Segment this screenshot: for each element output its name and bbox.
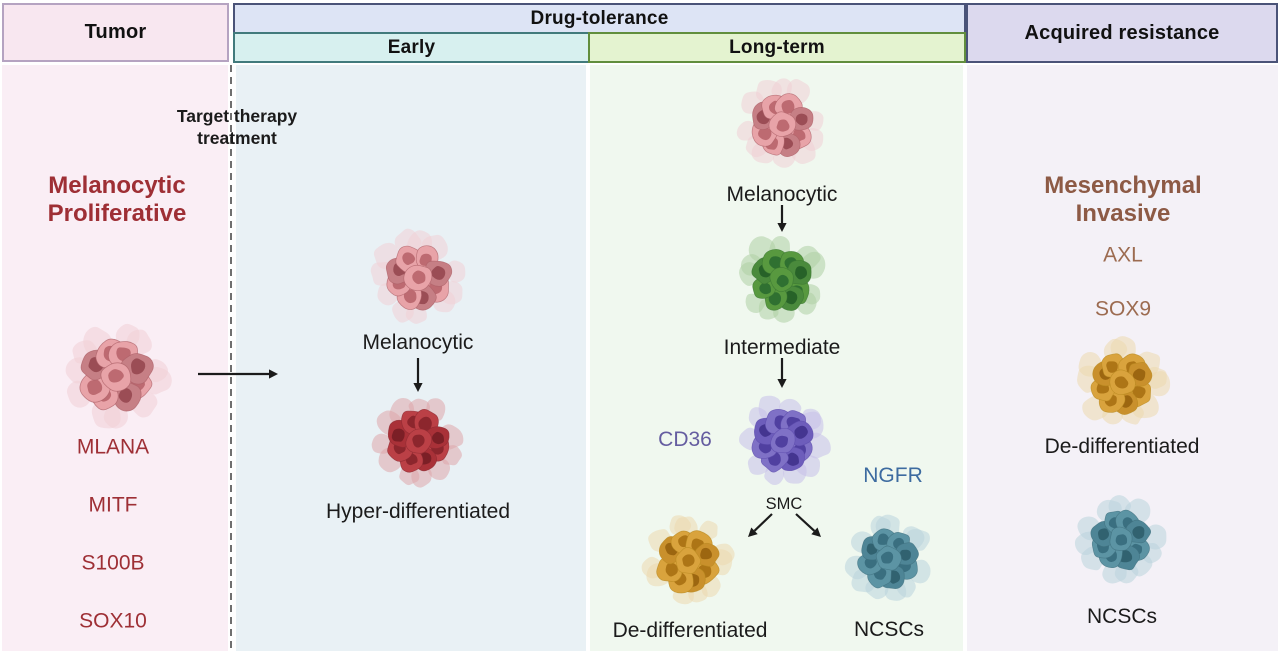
tumor-marker-list: MLANA MITF S100B SOX10 [77,404,149,656]
ngfr-marker-label: NGFR [863,464,923,487]
treatment-divider-line [230,65,232,651]
header-long-term-label: Long-term [729,36,825,58]
marker-mitf: MITF [88,493,138,517]
hyper-differentiated-label: Hyper-differentiated [325,500,511,523]
melanocytic-proliferative-title: Melanocytic Proliferative [47,172,187,227]
smc-label: SMC [765,495,803,513]
header-tumor: Tumor [2,3,229,62]
marker-axl: AXL [1103,243,1143,267]
cell-cluster-ncscs-long-term [840,510,937,607]
arrow-smc-to-de-differentiated [748,513,773,537]
acquired-ncscs-label: NCSCs [1086,605,1158,628]
header-drug-tolerance: Drug-tolerance [233,3,966,34]
cd36-marker-label: CD36 [658,428,712,451]
arrow-melanocytic-to-intermediate [777,205,787,232]
long-term-de-differentiated-label: De-differentiated [612,619,768,642]
cell-cluster-melanocytic-long-term [731,74,833,176]
marker-sox9: SOX9 [1094,297,1152,321]
header-early-label: Early [387,36,436,58]
target-therapy-treatment-label: Target therapy treatment [176,106,298,148]
header-acquired-resistance: Acquired resistance [966,3,1278,63]
marker-s100b: S100B [81,551,145,575]
early-melanocytic-label: Melanocytic [362,331,474,354]
marker-mlana: MLANA [76,435,150,459]
header-tumor-label: Tumor [84,21,147,43]
cell-cluster-melanocytic-tumor [57,317,175,435]
cell-cluster-intermediate [732,230,832,330]
acquired-de-differentiated-label: De-differentiated [1044,435,1200,458]
cell-cluster-melanocytic-early [365,224,471,330]
arrow-tumor-to-early [198,369,278,379]
arrow-melanocytic-to-hyper [413,358,423,392]
marker-sox10: SOX10 [79,609,147,633]
cell-cluster-hyper-differentiated [367,390,469,492]
arrow-smc-to-ncscs [795,513,821,537]
header-long-term: Long-term [588,32,966,63]
header-acquired-resistance-label: Acquired resistance [1024,21,1220,44]
long-term-melanocytic-label: Melanocytic [726,183,838,206]
cell-cluster-cd36 [732,390,834,492]
header-early: Early [233,32,590,63]
acquired-marker-list: AXL SOX9 [1095,215,1151,350]
cell-cluster-ncscs-acquired [1073,491,1170,588]
cell-cluster-de-differentiated-long-term [637,510,739,612]
mesenchymal-invasive-title: Mesenchymal Invasive [1044,172,1202,227]
header-drug-tolerance-label: Drug-tolerance [530,7,669,29]
long-term-ncscs-label: NCSCs [853,618,925,641]
cell-cluster-de-differentiated-acquired [1071,332,1173,434]
arrow-intermediate-to-cd36 [777,358,787,388]
early-column-panel [236,65,586,651]
intermediate-label: Intermediate [723,336,841,359]
